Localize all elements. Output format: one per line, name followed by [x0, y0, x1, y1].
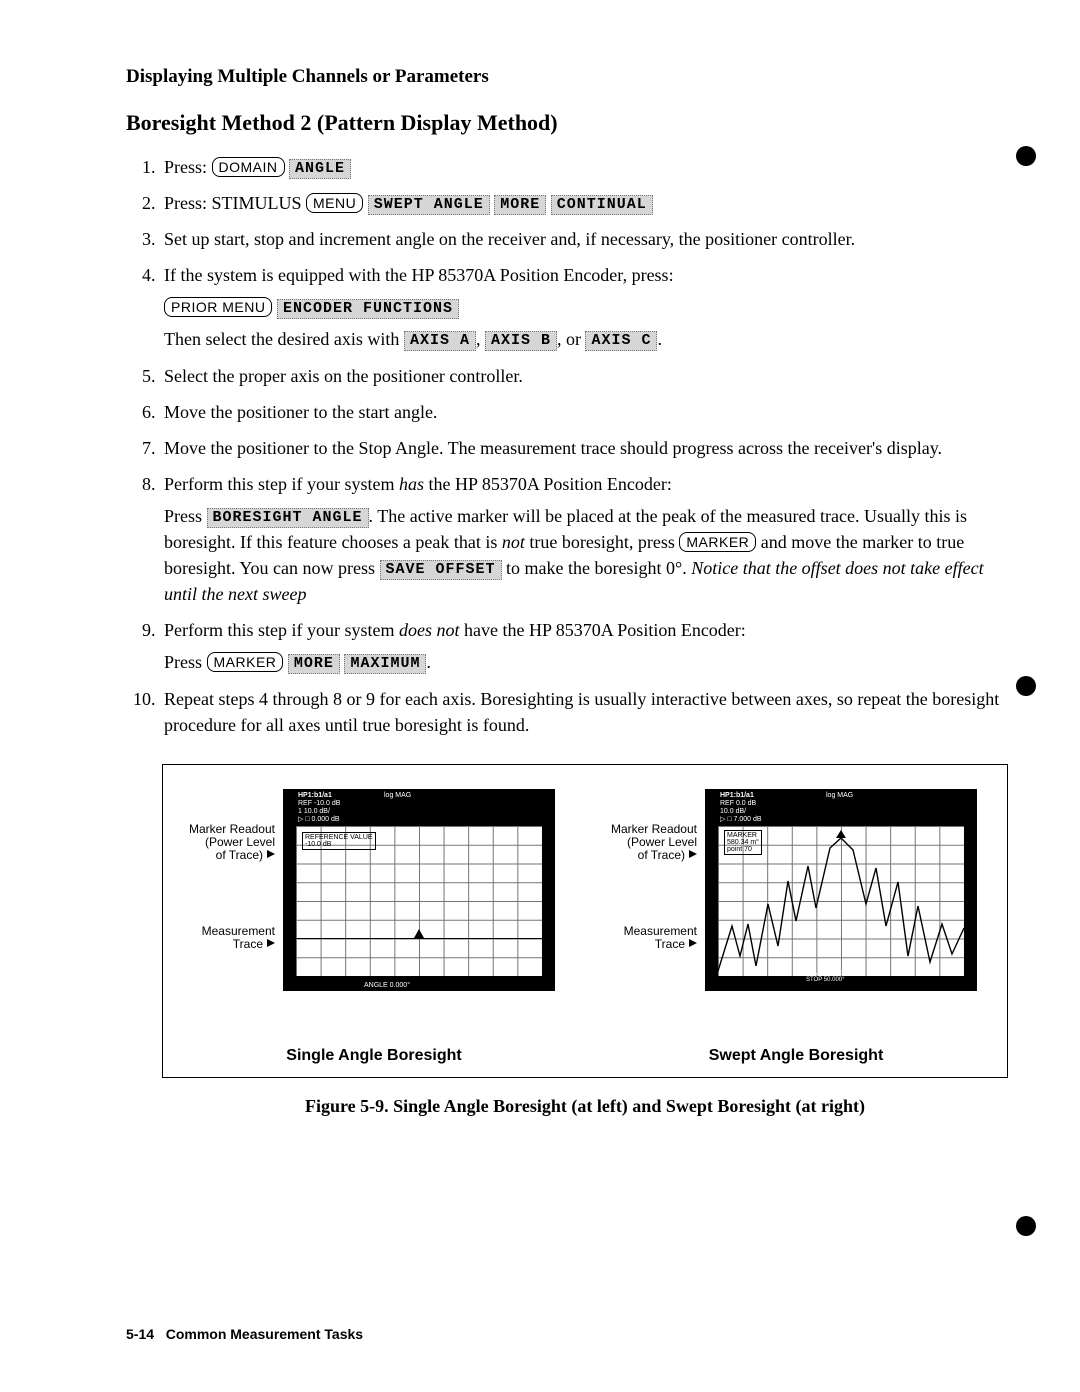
hardkey-prior-menu: PRIOR MENU — [164, 297, 272, 317]
hardkey-menu: MENU — [306, 193, 363, 213]
sep: . — [657, 329, 662, 349]
step-2: Press: STIMULUS MENU SWEPT ANGLE MORE CO… — [160, 190, 1008, 216]
s-label: s — [288, 848, 292, 856]
softkey-save-offset: SAVE OFFSET — [380, 560, 502, 580]
step-text: Then select the desired axis with — [164, 329, 404, 349]
hardkey-domain: DOMAIN — [212, 157, 285, 177]
step-4: If the system is equipped with the HP 85… — [160, 262, 1008, 352]
step-text: Move the positioner to the Stop Angle. T… — [164, 438, 942, 458]
sep: , — [476, 329, 485, 349]
step-1: Press: DOMAIN ANGLE — [160, 154, 1008, 180]
softkey-boresight-angle: BORESIGHT ANGLE — [207, 508, 369, 528]
softkey-swept-angle: SWEPT ANGLE — [368, 195, 490, 215]
footer-title: Common Measurement Tasks — [166, 1326, 363, 1342]
hardkey-marker: MARKER — [207, 652, 284, 672]
bottom-band — [284, 978, 554, 990]
s-label: s — [710, 836, 714, 844]
o-label: o — [710, 852, 714, 860]
step-text: If the system is equipped with the HP 85… — [164, 265, 674, 285]
step-text: Repeat steps 4 through 8 or 9 for each a… — [164, 689, 999, 735]
subsection-header: Boresight Method 2 (Pattern Display Meth… — [126, 110, 1008, 136]
pointer-icon — [267, 850, 275, 858]
punch-hole — [1016, 146, 1036, 166]
pointer-icon — [267, 939, 275, 947]
figure-right: HP1:b1/a1 REF 0.0 dB 10.0 dB/ ▷ □ 7.000 … — [585, 765, 1007, 1077]
step-text: Press — [164, 506, 207, 526]
step-3: Set up start, stop and increment angle o… — [160, 226, 1008, 252]
trace-line-left — [296, 938, 542, 940]
step-text: Set up start, stop and increment angle o… — [164, 229, 855, 249]
step-text: Move the positioner to the start angle. — [164, 402, 437, 422]
punch-hole — [1016, 676, 1036, 696]
figure-left-title: Single Angle Boresight — [163, 1047, 585, 1065]
italic: does not — [399, 620, 460, 640]
softkey-axis-b: AXIS B — [485, 331, 557, 351]
section-header: Displaying Multiple Channels or Paramete… — [126, 66, 1008, 88]
step-text: Perform this step if your system — [164, 620, 399, 640]
figure-box: HP1:b1/a1 REF -10.0 dB 1 10.0 dB/ ▷ □ 0.… — [162, 764, 1008, 1078]
softkey-more: MORE — [494, 195, 546, 215]
steps-list: Press: DOMAIN ANGLE Press: STIMULUS MENU… — [126, 154, 1008, 738]
marker-readout-label: Marker Readout (Power Level of Trace) — [167, 823, 275, 862]
step-10: Repeat steps 4 through 8 or 9 for each a… — [160, 686, 1008, 738]
step-text: true boresight, press — [525, 532, 679, 552]
step-text: . — [426, 652, 431, 672]
screen-grid: REFERENCE VALUE -10.0 dB s — [296, 826, 542, 976]
screen-log: log MAG — [384, 792, 411, 800]
axis-text: ANGLE 0.000° — [364, 982, 410, 989]
screen-header: HP1:b1/a1 REF -10.0 dB 1 10.0 dB/ ▷ □ 0.… — [298, 792, 340, 824]
softkey-axis-c: AXIS C — [585, 331, 657, 351]
screen-grid: MARKER 580.34 m° point 70 s o — [718, 826, 964, 976]
step-9: Perform this step if your system does no… — [160, 617, 1008, 675]
step-text: Perform this step if your system — [164, 474, 399, 494]
trace-label: Measurement Trace — [167, 925, 275, 951]
page-footer: 5-14 Common Measurement Tasks — [126, 1326, 363, 1342]
start-text: START -50.000° STOP 50.000° — [806, 971, 849, 983]
sep: , or — [557, 329, 586, 349]
step-text: have the HP 85370A Position Encoder: — [459, 620, 745, 640]
figure-caption: Figure 5-9. Single Angle Boresight (at l… — [162, 1096, 1008, 1117]
softkey-angle: ANGLE — [289, 159, 351, 179]
page-number: 5-14 — [126, 1326, 154, 1342]
italic: has — [399, 474, 424, 494]
step-text: Press — [164, 652, 207, 672]
softkey-continual: CONTINUAL — [551, 195, 653, 215]
trace-curve-right — [718, 826, 964, 976]
pointer-icon — [689, 850, 697, 858]
step-text: to make the boresight 0°. — [502, 558, 692, 578]
italic: not — [502, 532, 525, 552]
screen-header: HP1:b1/a1 REF 0.0 dB 10.0 dB/ ▷ □ 7.000 … — [720, 792, 762, 824]
softkey-more: MORE — [288, 654, 340, 674]
step-text: Press: STIMULUS — [164, 193, 306, 213]
pointer-icon — [689, 939, 697, 947]
reference-box: REFERENCE VALUE -10.0 dB — [302, 832, 376, 850]
punch-hole — [1016, 1216, 1036, 1236]
marker-triangle — [414, 929, 424, 938]
softkey-encoder-functions: ENCODER FUNCTIONS — [277, 299, 459, 319]
figure-left: HP1:b1/a1 REF -10.0 dB 1 10.0 dB/ ▷ □ 0.… — [163, 765, 585, 1077]
step-text: Select the proper axis on the positioner… — [164, 366, 523, 386]
step-7: Move the positioner to the Stop Angle. T… — [160, 435, 1008, 461]
softkey-axis-a: AXIS A — [404, 331, 476, 351]
step-text: the HP 85370A Position Encoder: — [424, 474, 672, 494]
step-5: Select the proper axis on the positioner… — [160, 363, 1008, 389]
hardkey-marker: MARKER — [679, 532, 756, 552]
screen-right: HP1:b1/a1 REF 0.0 dB 10.0 dB/ ▷ □ 7.000 … — [705, 789, 977, 991]
screen-left: HP1:b1/a1 REF -10.0 dB 1 10.0 dB/ ▷ □ 0.… — [283, 789, 555, 991]
screen-log: log MAG — [826, 792, 853, 800]
marker-readout-label: Marker Readout (Power Level of Trace) — [589, 823, 697, 862]
step-8: Perform this step if your system has the… — [160, 471, 1008, 607]
softkey-maximum: MAXIMUM — [344, 654, 426, 674]
trace-label: Measurement Trace — [589, 925, 697, 951]
figure-right-title: Swept Angle Boresight — [585, 1047, 1007, 1065]
step-text: Press: — [164, 157, 212, 177]
step-6: Move the positioner to the start angle. — [160, 399, 1008, 425]
